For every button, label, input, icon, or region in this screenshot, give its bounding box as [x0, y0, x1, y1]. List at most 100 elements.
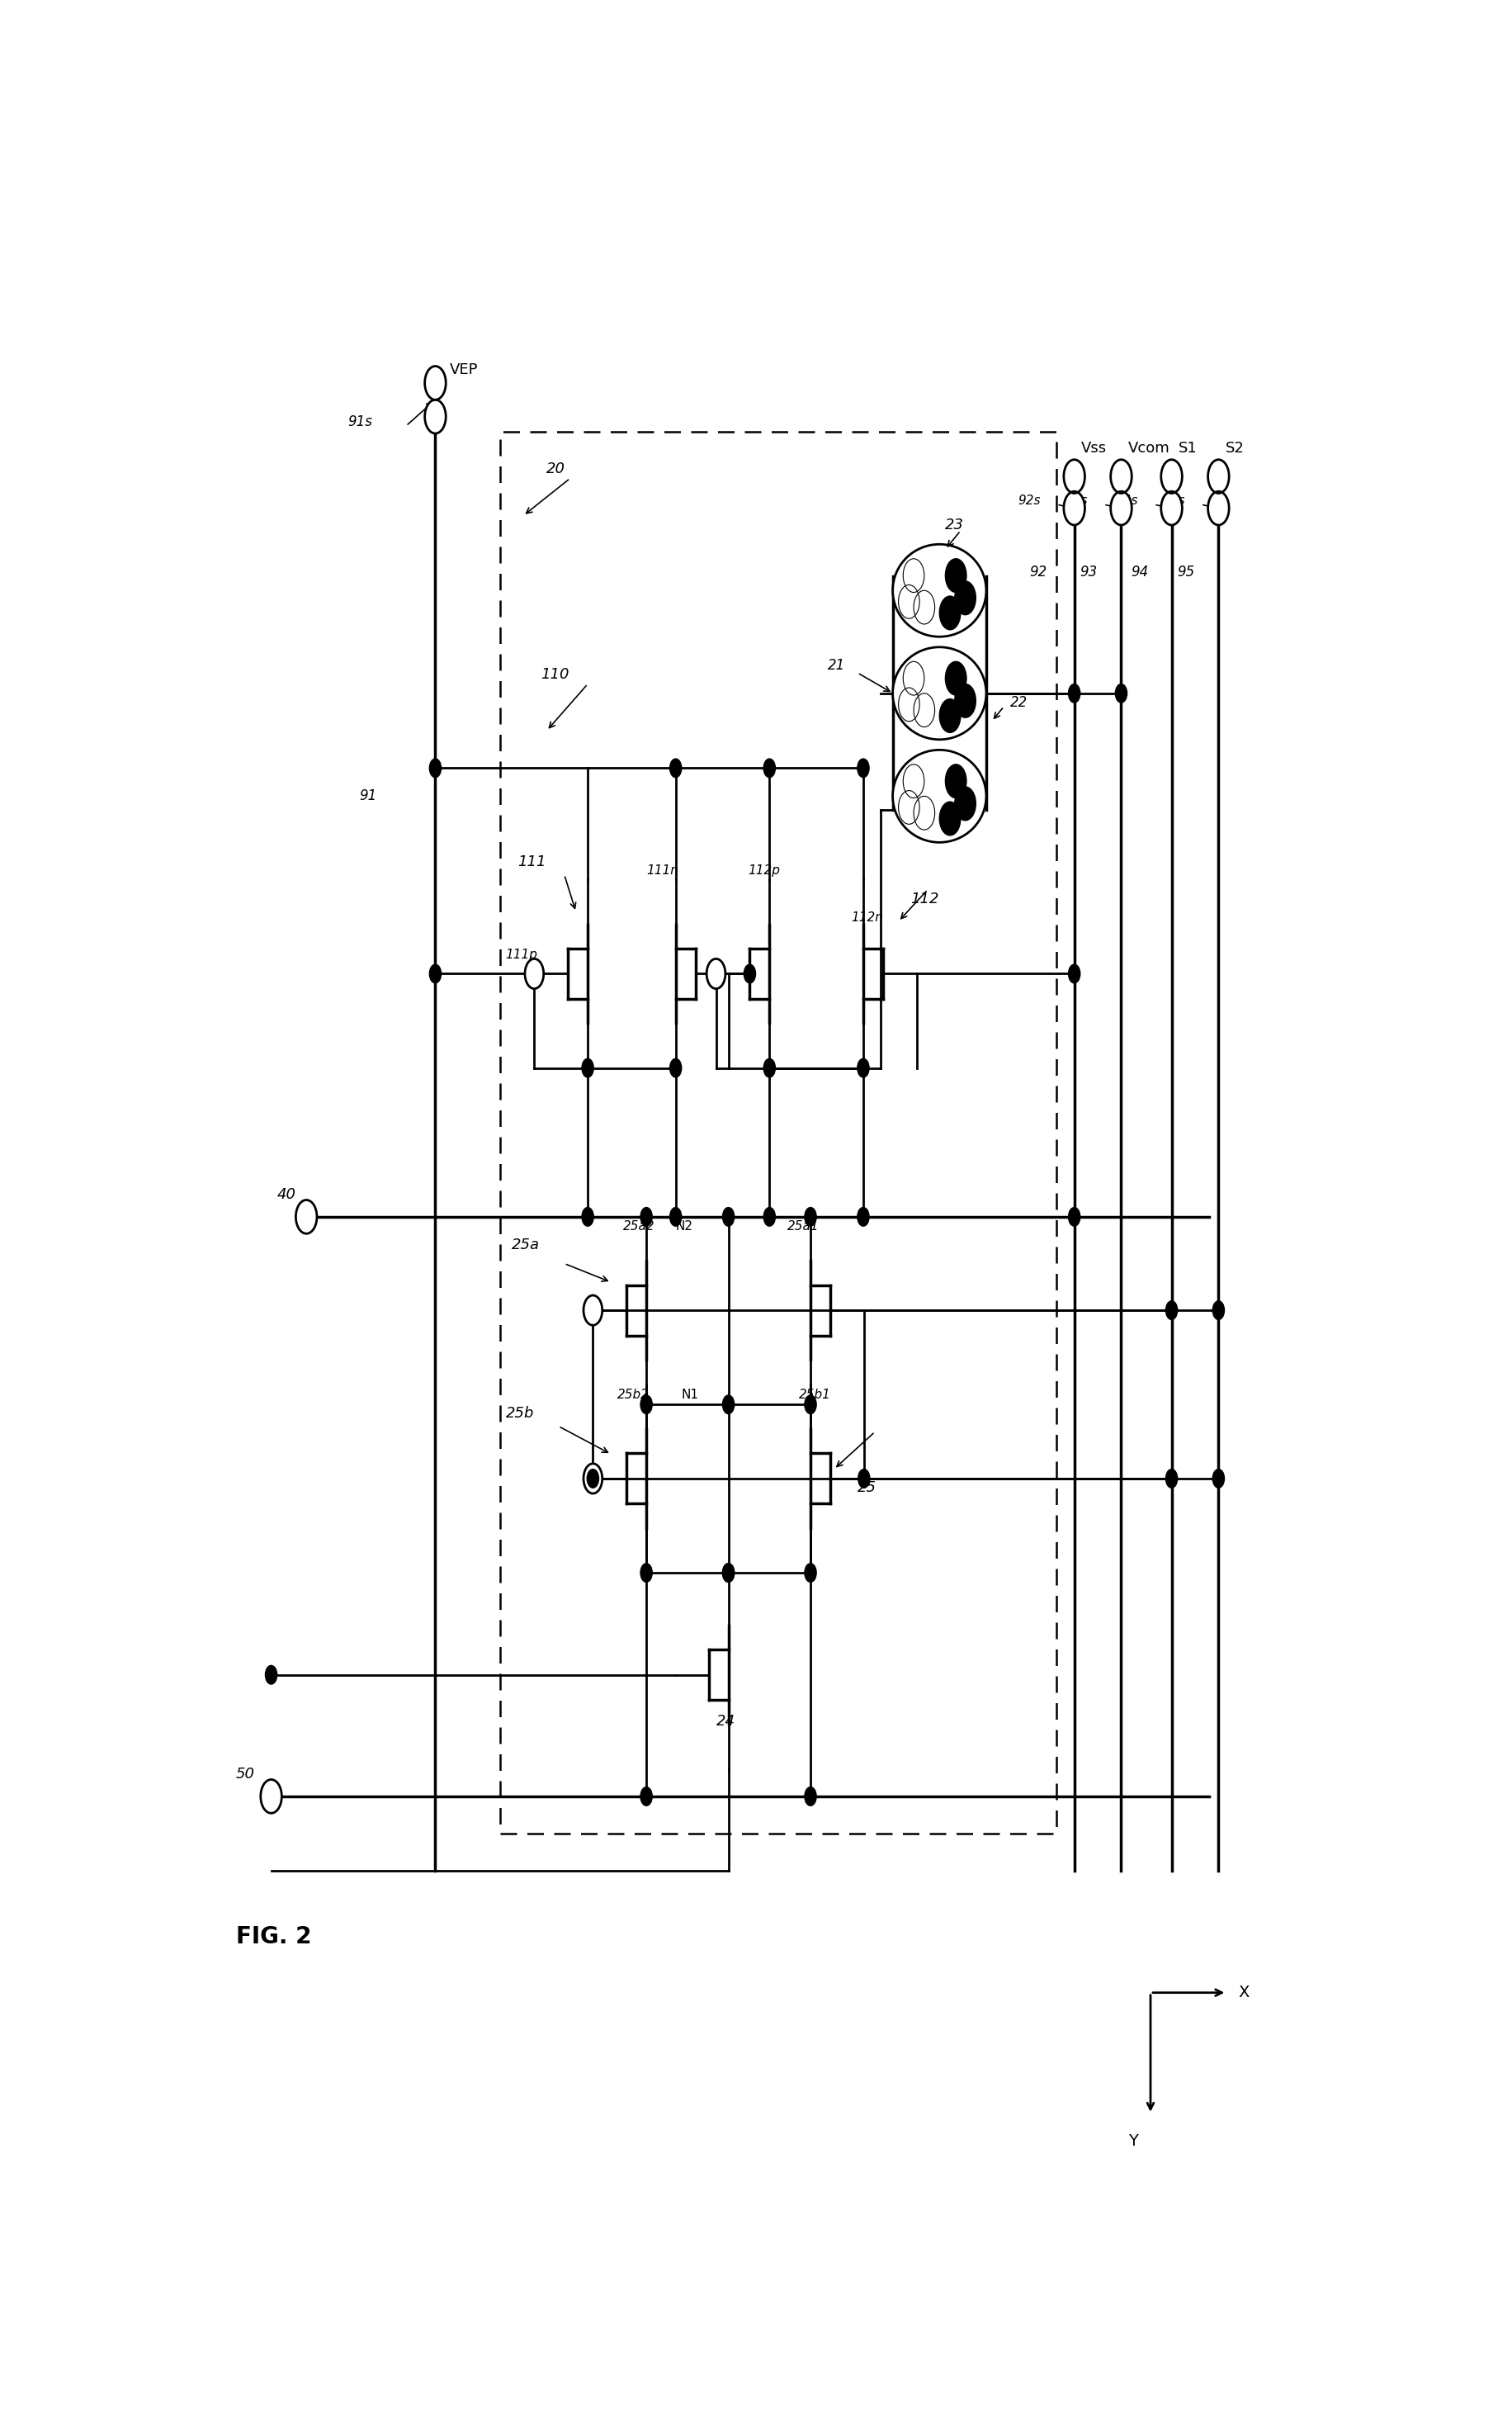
Text: 93: 93 [1080, 563, 1098, 580]
Ellipse shape [892, 544, 986, 636]
Text: 23: 23 [945, 517, 963, 532]
Circle shape [764, 1207, 774, 1226]
Text: 50: 50 [236, 1768, 256, 1782]
Text: 40: 40 [277, 1187, 296, 1202]
Circle shape [857, 1469, 869, 1488]
Text: 111p: 111p [505, 949, 537, 961]
Text: S2: S2 [1225, 442, 1244, 456]
Text: 111: 111 [517, 855, 546, 869]
Circle shape [903, 558, 924, 592]
Circle shape [1110, 490, 1131, 524]
Circle shape [1110, 459, 1131, 493]
Text: Vss: Vss [1081, 442, 1107, 456]
Circle shape [804, 1787, 816, 1806]
Ellipse shape [892, 648, 986, 741]
Text: 25a1: 25a1 [786, 1219, 818, 1233]
Circle shape [804, 1207, 816, 1226]
Ellipse shape [892, 750, 986, 843]
Circle shape [1063, 490, 1084, 524]
Circle shape [1207, 459, 1228, 493]
Circle shape [525, 959, 543, 988]
Circle shape [640, 1396, 652, 1413]
Circle shape [640, 1207, 652, 1226]
Circle shape [1160, 490, 1181, 524]
Circle shape [429, 964, 442, 983]
Text: 112n: 112n [851, 910, 883, 925]
Circle shape [582, 1207, 593, 1226]
Circle shape [1114, 685, 1126, 702]
Circle shape [898, 792, 919, 823]
Text: 25b2: 25b2 [617, 1389, 649, 1401]
Circle shape [1067, 685, 1080, 702]
Circle shape [954, 580, 975, 614]
Circle shape [265, 1666, 277, 1685]
Circle shape [1213, 1301, 1223, 1318]
Text: 25b1: 25b1 [798, 1389, 830, 1401]
Circle shape [640, 1787, 652, 1806]
Circle shape [1160, 459, 1181, 493]
Circle shape [939, 597, 960, 629]
Circle shape [706, 959, 724, 988]
Circle shape [723, 1396, 733, 1413]
Text: 92s: 92s [1018, 495, 1040, 507]
Text: 92: 92 [1030, 563, 1046, 580]
Text: 20: 20 [546, 461, 565, 476]
Text: 25a: 25a [511, 1238, 540, 1253]
Circle shape [670, 758, 680, 777]
Circle shape [857, 758, 869, 777]
Circle shape [954, 685, 975, 719]
Circle shape [898, 585, 919, 619]
Text: FIG. 2: FIG. 2 [236, 1925, 311, 1947]
Circle shape [584, 1464, 602, 1493]
Circle shape [723, 1207, 733, 1226]
Text: N1: N1 [680, 1389, 699, 1401]
Text: N2: N2 [676, 1219, 692, 1233]
Circle shape [764, 1059, 774, 1078]
Circle shape [954, 787, 975, 821]
Text: Y: Y [1128, 2132, 1137, 2149]
Circle shape [945, 558, 966, 592]
Text: 94: 94 [1129, 563, 1148, 580]
Text: 24: 24 [717, 1714, 735, 1729]
Circle shape [670, 1207, 680, 1226]
Circle shape [764, 758, 774, 777]
Text: Vcom: Vcom [1128, 442, 1169, 456]
Circle shape [1207, 490, 1228, 524]
Text: 93s: 93s [1064, 495, 1087, 507]
Text: 91: 91 [358, 789, 376, 804]
Circle shape [804, 1396, 816, 1413]
Circle shape [913, 590, 934, 624]
Text: VEP: VEP [449, 362, 478, 376]
Text: 94s: 94s [1114, 495, 1137, 507]
Circle shape [582, 1059, 593, 1078]
Circle shape [857, 1059, 869, 1078]
Text: 95s: 95s [1161, 495, 1184, 507]
Text: 110: 110 [541, 668, 569, 682]
Circle shape [429, 758, 442, 777]
Circle shape [587, 1469, 599, 1488]
Text: 112p: 112p [748, 864, 780, 877]
Circle shape [1067, 1207, 1080, 1226]
Circle shape [1067, 964, 1080, 983]
Circle shape [1063, 459, 1084, 493]
Circle shape [723, 1564, 733, 1583]
Text: 21: 21 [827, 658, 845, 673]
Circle shape [913, 796, 934, 830]
Text: X: X [1238, 1984, 1249, 2001]
Circle shape [939, 699, 960, 733]
Text: 25b: 25b [505, 1406, 534, 1420]
Circle shape [670, 1059, 680, 1078]
Circle shape [857, 1207, 869, 1226]
Circle shape [640, 1564, 652, 1583]
Text: 95: 95 [1176, 563, 1194, 580]
Text: 91s: 91s [348, 415, 372, 430]
Text: 25: 25 [857, 1481, 875, 1496]
Circle shape [804, 1564, 816, 1583]
Text: 111n: 111n [646, 864, 677, 877]
Circle shape [939, 801, 960, 835]
Circle shape [723, 1564, 733, 1583]
Circle shape [744, 964, 754, 983]
Text: S1: S1 [1178, 442, 1198, 456]
Circle shape [1166, 1301, 1176, 1318]
Text: 22: 22 [1009, 694, 1027, 709]
